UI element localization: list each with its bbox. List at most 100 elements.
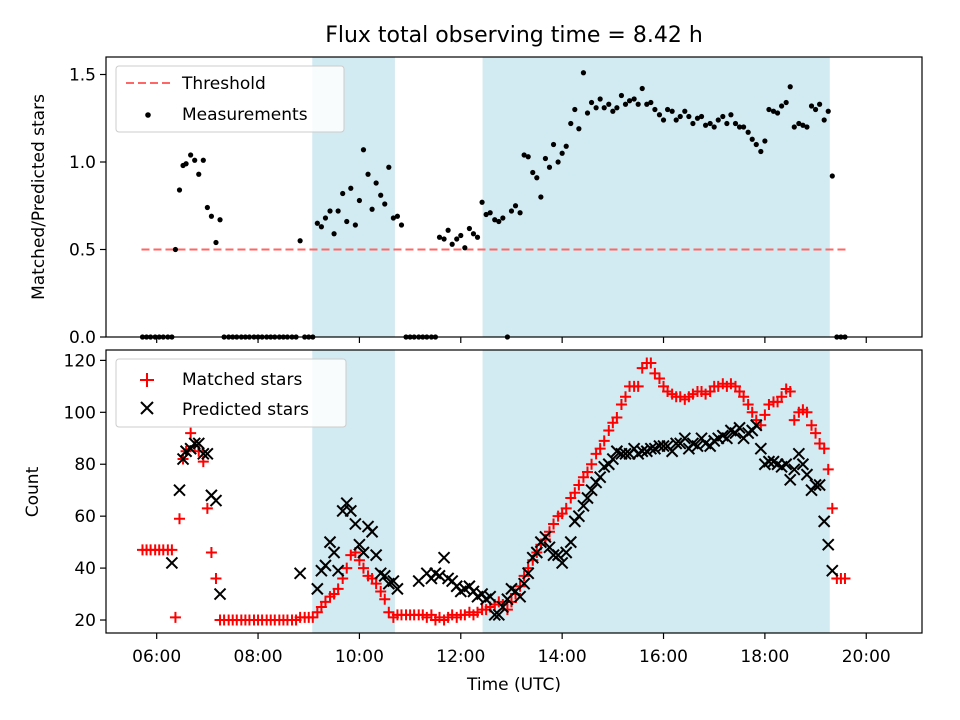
predicted-point: [691, 439, 704, 453]
predicted-point: [822, 538, 835, 551]
measurement-point: [711, 124, 717, 130]
measurement-point: [673, 117, 679, 123]
matched-point: [210, 572, 222, 584]
matched-point: [548, 518, 560, 530]
measurement-point: [521, 152, 527, 158]
measurement-point: [791, 124, 797, 130]
measurement-point: [686, 113, 692, 120]
measurement-point: [344, 218, 350, 225]
bottom-x-axis-label: Time (UTC): [466, 675, 561, 695]
predicted-point: [391, 582, 404, 596]
top-legend: Threshold Measurements: [115, 65, 345, 133]
predicted-point: [188, 437, 201, 450]
predicted-point: [492, 608, 506, 622]
bottom-y-tick-label: 100: [64, 403, 96, 423]
predicted-point: [826, 564, 839, 577]
bottom-shaded-interval-1: [482, 350, 830, 633]
bottom-x-tick-label: 20:00: [842, 647, 891, 667]
measurement-point: [825, 108, 831, 114]
matched-point: [201, 502, 213, 514]
matched-point: [746, 406, 758, 418]
predicted-point: [387, 574, 400, 588]
predicted-point: [433, 569, 446, 583]
measurement-point: [297, 238, 303, 244]
matched-point: [166, 544, 178, 556]
measurement-point: [204, 204, 210, 211]
predicted-point: [176, 452, 190, 466]
matched-point: [806, 419, 818, 431]
measurement-point: [454, 236, 460, 242]
predicted-point: [365, 525, 379, 538]
measurement-point: [542, 155, 549, 162]
measurement-point: [172, 246, 179, 253]
measurement-point: [563, 143, 569, 149]
predicted-point: [165, 556, 179, 570]
measurement-point: [652, 106, 658, 113]
predicted-point: [809, 478, 822, 492]
predicted-point: [733, 421, 746, 435]
predicted-point: [606, 452, 620, 466]
predicted-point: [788, 463, 801, 476]
measurement-point: [593, 105, 599, 111]
predicted-point: [813, 478, 826, 492]
matched-point: [645, 357, 657, 369]
measurement-point: [496, 218, 502, 225]
measurement-point: [644, 101, 650, 107]
matched-point: [615, 399, 627, 411]
measurement-point: [724, 120, 730, 127]
measurement-point: [462, 245, 468, 251]
measurement-point: [352, 222, 358, 228]
measurement-point: [707, 120, 713, 127]
measurement-point: [728, 112, 734, 118]
matched-point: [801, 406, 813, 418]
measurement-point: [322, 215, 329, 221]
predicted-point: [521, 567, 535, 580]
measurement-point: [479, 199, 485, 205]
predicted-point: [678, 432, 692, 445]
measurement-point: [512, 203, 519, 209]
measurement-point: [622, 101, 629, 107]
measurement-point: [766, 106, 772, 113]
measurement-point: [690, 120, 696, 127]
matched-point: [173, 513, 185, 525]
measurement-point: [774, 110, 781, 116]
matched-point: [742, 399, 754, 411]
measurement-point: [183, 161, 189, 167]
measurement-point: [373, 180, 379, 186]
measurement-point: [356, 197, 363, 204]
measurement-point: [449, 241, 455, 247]
measurement-point: [466, 225, 472, 232]
predicted-point: [311, 582, 324, 596]
bottom-shaded-intervals: [312, 350, 830, 633]
bottom-y-ticks: 20 40 60 80 100 120: [64, 351, 106, 631]
predicted-point: [349, 517, 362, 531]
bottom-predicted-points: [165, 419, 839, 622]
matched-point: [573, 479, 585, 491]
predicted-point: [496, 600, 510, 614]
measurement-point: [597, 96, 603, 102]
predicted-point: [762, 455, 776, 468]
predicted-point: [437, 551, 451, 564]
matched-point: [788, 414, 800, 426]
predicted-point: [636, 445, 649, 458]
measurement-point: [588, 99, 595, 106]
measurement-point: [436, 234, 443, 240]
predicted-point: [192, 437, 205, 450]
measurement-point: [631, 96, 637, 102]
measurement-point: [360, 147, 367, 153]
measurement-point: [740, 124, 747, 130]
bottom-y-axis-label: Count: [23, 466, 43, 517]
predicted-point: [331, 564, 345, 577]
measurement-point: [682, 108, 688, 114]
measurement-point: [635, 101, 641, 107]
measurement-point: [715, 117, 721, 123]
measurement-point: [762, 138, 768, 144]
matched-point: [522, 562, 534, 574]
predicted-point: [319, 559, 332, 572]
measurement-point: [534, 175, 540, 181]
measurement-point: [576, 126, 582, 132]
bottom-x-tick-label: 12:00: [436, 647, 485, 667]
predicted-point: [539, 530, 552, 544]
measurement-point: [804, 124, 810, 130]
matched-point: [839, 572, 851, 584]
